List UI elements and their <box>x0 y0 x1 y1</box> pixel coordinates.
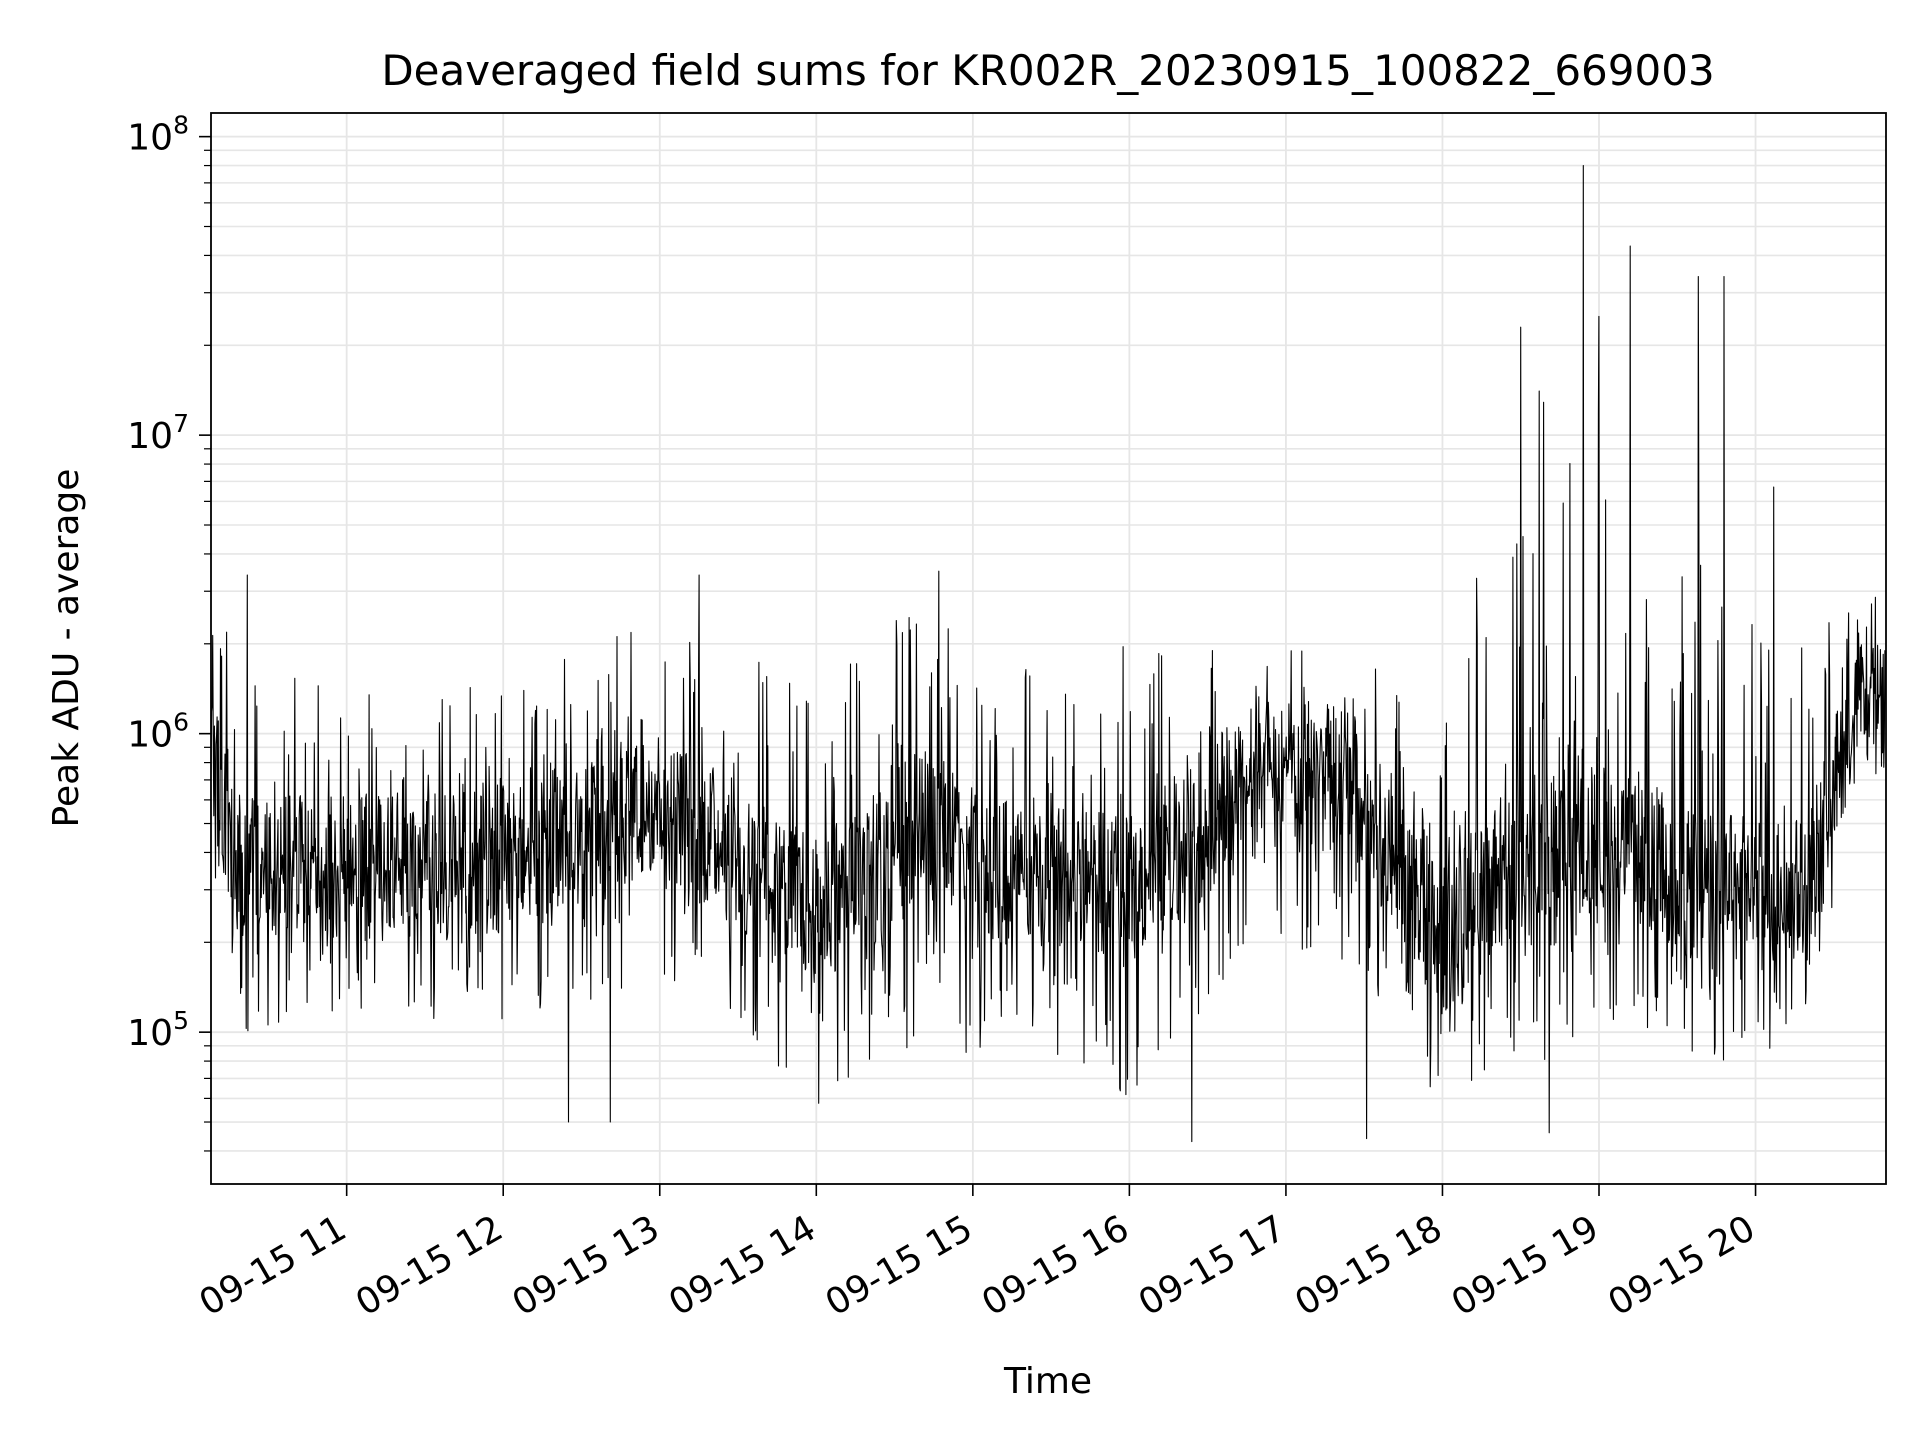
y-tick-label: 107 <box>127 409 189 457</box>
plot-frame <box>210 112 1887 1185</box>
chart-title: Deaveraged field sums for KR002R_2023091… <box>381 46 1714 95</box>
y-axis-label: Peak ADU - average <box>46 469 87 828</box>
y-tick-label: 105 <box>127 1006 189 1054</box>
y-tick-label: 108 <box>127 111 189 159</box>
y-axis: 105 106 107 108 <box>127 111 211 1152</box>
y-tick-label: 106 <box>127 708 189 756</box>
series-line <box>211 165 1886 1143</box>
x-axis-label: Time <box>1003 1361 1092 1402</box>
series-path <box>211 165 1886 1143</box>
